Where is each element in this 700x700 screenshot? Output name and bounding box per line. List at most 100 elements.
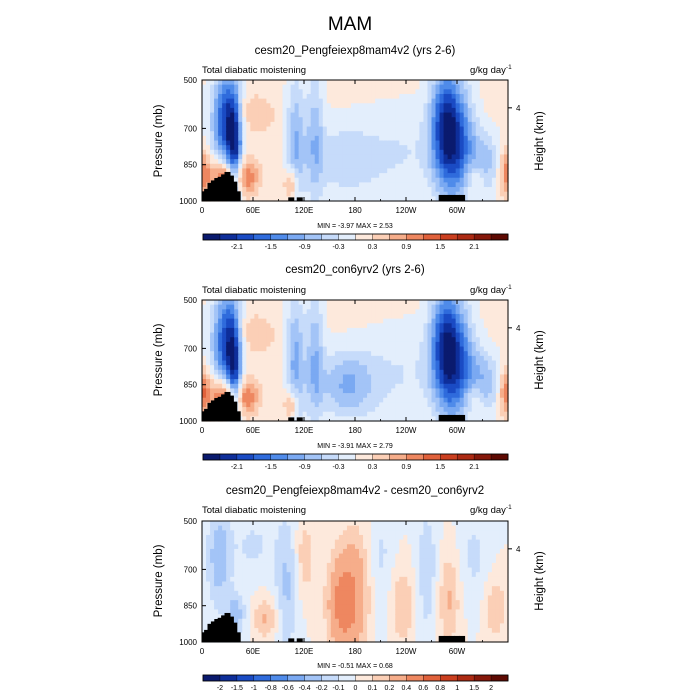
field-cell: [234, 525, 239, 531]
field-cell: [447, 337, 453, 343]
field-cell: [415, 332, 421, 338]
field-cell: [491, 177, 497, 183]
field-cell: [258, 416, 263, 422]
field-cell: [367, 182, 372, 188]
field-cell: [222, 112, 227, 118]
field-cell: [463, 383, 469, 390]
field-cell: [471, 327, 477, 334]
field-cell: [330, 393, 336, 399]
field-cell: [290, 628, 296, 634]
field-cell: [302, 628, 308, 634]
field-cell: [246, 304, 251, 310]
field-cell: [451, 369, 457, 376]
field-cell: [246, 84, 251, 90]
field-cell: [350, 300, 356, 306]
field-cell: [334, 360, 340, 366]
field-cell: [355, 411, 360, 417]
field-cell: [322, 360, 328, 366]
field-cell: [274, 576, 280, 583]
field-cell: [483, 360, 489, 366]
colorbar-box: [338, 233, 356, 241]
field-cell: [447, 145, 453, 151]
field-cell: [306, 163, 312, 170]
field-cell: [483, 309, 489, 315]
field-cell: [463, 103, 469, 109]
field-cell: [210, 318, 215, 324]
field-cell: [371, 117, 376, 123]
field-cell: [218, 383, 223, 390]
field-cell: [302, 89, 308, 95]
field-cell: [294, 140, 300, 146]
field-cell: [298, 84, 304, 90]
field-cell: [431, 93, 437, 100]
field-cell: [242, 388, 247, 394]
field-cell: [322, 402, 328, 408]
field-cell: [342, 107, 348, 114]
field-cell: [250, 397, 255, 403]
x-tick-label: 60W: [449, 206, 466, 215]
field-cell: [282, 313, 288, 320]
field-cell: [439, 369, 445, 376]
field-cell: [270, 623, 276, 629]
field-cell: [214, 548, 219, 555]
field-cell: [242, 360, 247, 366]
field-cell: [487, 407, 493, 413]
field-cell: [451, 191, 457, 197]
field-cell: [407, 154, 412, 160]
field-cell: [214, 595, 219, 601]
field-cell: [443, 159, 449, 165]
field-cell: [298, 397, 304, 403]
field-cell: [334, 84, 340, 90]
field-cell: [387, 355, 392, 362]
field-cell: [258, 159, 263, 165]
field-cell: [495, 369, 501, 376]
field-cell: [258, 89, 263, 95]
field-cell: [286, 623, 292, 629]
field-cell: [314, 360, 320, 366]
field-cell: [298, 182, 304, 188]
field-cell: [363, 107, 368, 114]
field-cell: [258, 149, 263, 156]
field-cell: [363, 388, 368, 394]
x-tick-label: 120E: [295, 206, 314, 215]
field-cell: [479, 374, 485, 380]
field-cell: [423, 173, 429, 179]
field-cell: [326, 149, 332, 156]
field-cell: [234, 600, 239, 606]
field-cell: [463, 196, 469, 202]
field-cell: [415, 121, 421, 128]
field-cell: [467, 332, 473, 338]
field-cell: [387, 117, 392, 123]
field-cell: [491, 402, 497, 408]
field-cell: [455, 323, 461, 329]
field-cell: [419, 379, 425, 385]
field-cell: [326, 112, 332, 118]
field-cell: [423, 154, 429, 160]
field-cell: [463, 397, 469, 403]
field-cell: [419, 402, 425, 408]
field-cell: [330, 323, 336, 329]
field-cell: [286, 590, 292, 597]
field-cell: [411, 397, 416, 403]
field-cell: [210, 131, 215, 137]
field-cell: [459, 332, 465, 338]
field-cell: [318, 332, 324, 338]
field-cell: [262, 416, 268, 422]
field-cell: [467, 112, 473, 118]
field-cell: [214, 80, 219, 86]
field-cell: [487, 149, 493, 156]
field-cell: [375, 346, 380, 352]
field-cell: [443, 351, 449, 357]
field-cell: [451, 112, 457, 118]
field-cell: [391, 168, 396, 174]
field-cell: [282, 93, 288, 100]
field-cell: [274, 548, 280, 555]
field-cell: [342, 379, 348, 385]
field-cell: [479, 154, 485, 160]
field-cell: [238, 407, 243, 413]
field-cell: [338, 107, 344, 114]
field-cell: [242, 309, 247, 315]
field-cell: [258, 407, 263, 413]
field-cell: [423, 374, 429, 380]
field-cell: [254, 567, 259, 573]
